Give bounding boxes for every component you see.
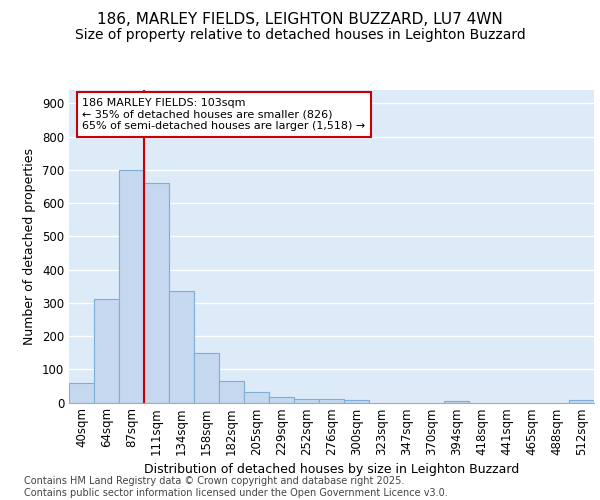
Bar <box>269 396 294 402</box>
Text: 186, MARLEY FIELDS, LEIGHTON BUZZARD, LU7 4WN: 186, MARLEY FIELDS, LEIGHTON BUZZARD, LU… <box>97 12 503 28</box>
Text: Contains HM Land Registry data © Crown copyright and database right 2025.
Contai: Contains HM Land Registry data © Crown c… <box>24 476 448 498</box>
Bar <box>444 401 469 402</box>
Bar <box>294 399 319 402</box>
Bar <box>219 381 244 402</box>
Bar <box>344 400 369 402</box>
Text: Size of property relative to detached houses in Leighton Buzzard: Size of property relative to detached ho… <box>74 28 526 42</box>
Bar <box>169 291 194 403</box>
Bar <box>194 352 219 403</box>
X-axis label: Distribution of detached houses by size in Leighton Buzzard: Distribution of detached houses by size … <box>144 464 519 476</box>
Y-axis label: Number of detached properties: Number of detached properties <box>23 148 37 345</box>
Text: 186 MARLEY FIELDS: 103sqm
← 35% of detached houses are smaller (826)
65% of semi: 186 MARLEY FIELDS: 103sqm ← 35% of detac… <box>82 98 365 131</box>
Bar <box>119 170 144 402</box>
Bar <box>319 399 344 402</box>
Bar <box>244 392 269 402</box>
Bar <box>94 299 119 403</box>
Bar <box>69 383 94 402</box>
Bar <box>144 183 169 402</box>
Bar <box>569 400 594 402</box>
